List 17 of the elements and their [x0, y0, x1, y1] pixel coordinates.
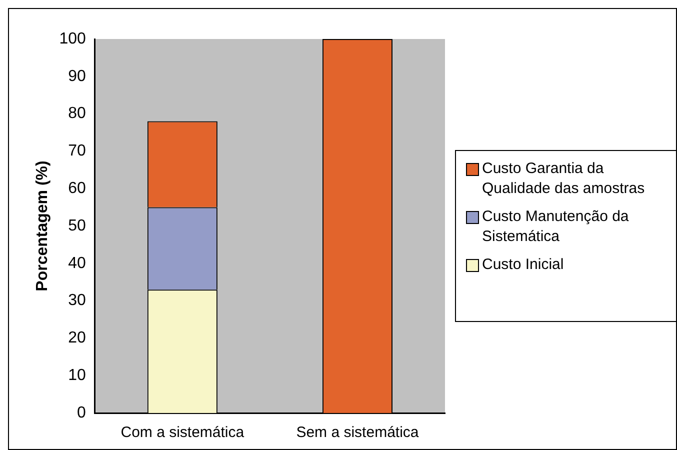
- legend-label: Custo Garantia da Qualidade das amostras: [482, 159, 646, 199]
- legend-label: Custo Manutenção da Sistemática: [482, 207, 630, 247]
- y-tick-label: 40: [68, 254, 86, 272]
- legend-label: Custo Inicial: [482, 255, 565, 275]
- y-tick-label: 10: [68, 367, 86, 384]
- y-tick-label: 30: [68, 292, 86, 310]
- y-tick-label: 80: [68, 105, 86, 122]
- y-tick-label: 50: [68, 217, 86, 234]
- y-axis-title: Porcentagem (%): [34, 160, 52, 292]
- y-tick-label: 60: [68, 180, 86, 198]
- y-tick-label: 90: [68, 68, 86, 85]
- x-tick-label: Com a sistemática: [120, 424, 245, 442]
- y-tick-label: 70: [68, 142, 86, 160]
- y-tick-label: 20: [68, 330, 86, 347]
- y-tick-label: 100: [59, 30, 86, 48]
- x-tick-label: Sem a sistemática: [296, 424, 420, 442]
- y-tick-label: 0: [76, 404, 86, 422]
